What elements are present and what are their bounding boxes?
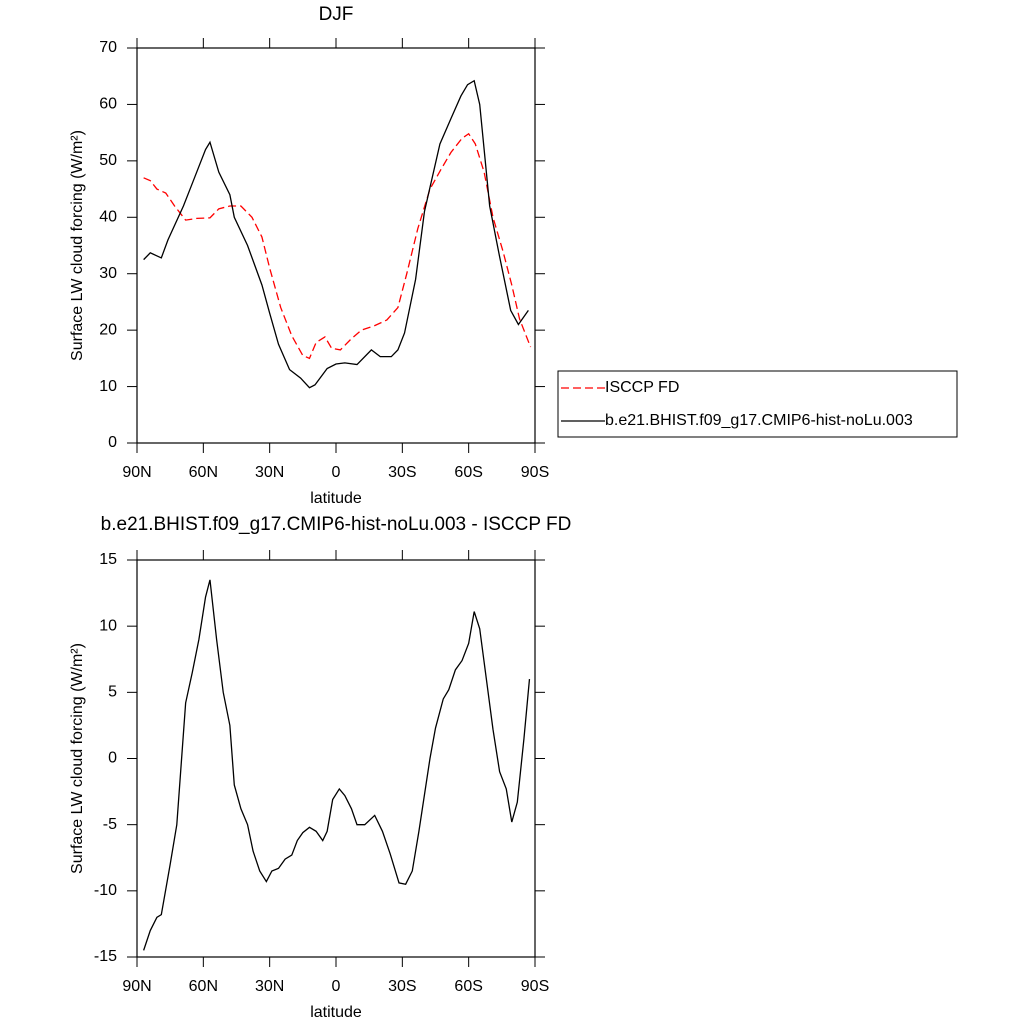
y-tick-label: 0 bbox=[108, 750, 117, 767]
x-tick-label: 30N bbox=[255, 464, 284, 481]
x-tick-label: 90S bbox=[521, 978, 549, 995]
y-tick-label: 30 bbox=[99, 265, 117, 282]
y-tick-label: -5 bbox=[103, 816, 117, 833]
data-line bbox=[143, 579, 531, 951]
x-tick-label: 90S bbox=[521, 464, 549, 481]
y-tick-label: 70 bbox=[99, 39, 117, 56]
plot-frame bbox=[136, 559, 536, 958]
legend: ISCCP FD b.e21.BHIST.f09_g17.CMIP6-hist-n… bbox=[557, 370, 958, 438]
y-tick-label: 0 bbox=[108, 434, 117, 451]
x-tick-label: 60N bbox=[189, 978, 218, 995]
panel: DJF latitude Surface LW cloud forcing (W/m… bbox=[69, 4, 958, 507]
y-tick-label: -15 bbox=[94, 948, 117, 965]
chart-title: DJF bbox=[319, 4, 354, 25]
y-tick-label: 50 bbox=[99, 152, 117, 169]
x-tick-label: 30N bbox=[255, 978, 284, 995]
x-axis-label: latitude bbox=[310, 1004, 362, 1021]
x-tick-label: 60S bbox=[454, 978, 482, 995]
legend-label: b.e21.BHIST.f09_g17.CMIP6-hist-noLu.003 bbox=[605, 412, 913, 429]
x-tick-label: 90N bbox=[122, 978, 151, 995]
x-tick-label: 0 bbox=[332, 978, 341, 995]
chart-title: b.e21.BHIST.f09_g17.CMIP6-hist-noLu.003 … bbox=[101, 514, 572, 535]
legend-label: ISCCP FD bbox=[605, 379, 679, 396]
y-tick-label: 20 bbox=[99, 321, 117, 338]
y-tick-label: 40 bbox=[99, 209, 117, 226]
y-tick-label: 5 bbox=[108, 684, 117, 701]
x-tick-label: 30S bbox=[388, 978, 416, 995]
x-tick-label: 30S bbox=[388, 464, 416, 481]
panel: b.e21.BHIST.f09_g17.CMIP6-hist-noLu.003 … bbox=[69, 514, 571, 1021]
data-line bbox=[143, 79, 529, 389]
x-axis-label: latitude bbox=[310, 490, 362, 507]
plot-frame bbox=[136, 47, 536, 444]
y-tick-label: -10 bbox=[94, 882, 117, 899]
legend-box bbox=[557, 370, 958, 438]
y-axis-label: Surface LW cloud forcing (W/m²) bbox=[69, 130, 86, 361]
x-tick-label: 60N bbox=[189, 464, 218, 481]
y-tick-label: 15 bbox=[99, 551, 117, 568]
y-tick-label: 10 bbox=[99, 617, 117, 634]
x-tick-label: 0 bbox=[332, 464, 341, 481]
data-line bbox=[143, 132, 532, 360]
y-tick-label: 60 bbox=[99, 96, 117, 113]
y-axis-label: Surface LW cloud forcing (W/m²) bbox=[69, 643, 86, 874]
y-tick-label: 10 bbox=[99, 378, 117, 395]
x-tick-label: 60S bbox=[454, 464, 482, 481]
x-tick-label: 90N bbox=[122, 464, 151, 481]
